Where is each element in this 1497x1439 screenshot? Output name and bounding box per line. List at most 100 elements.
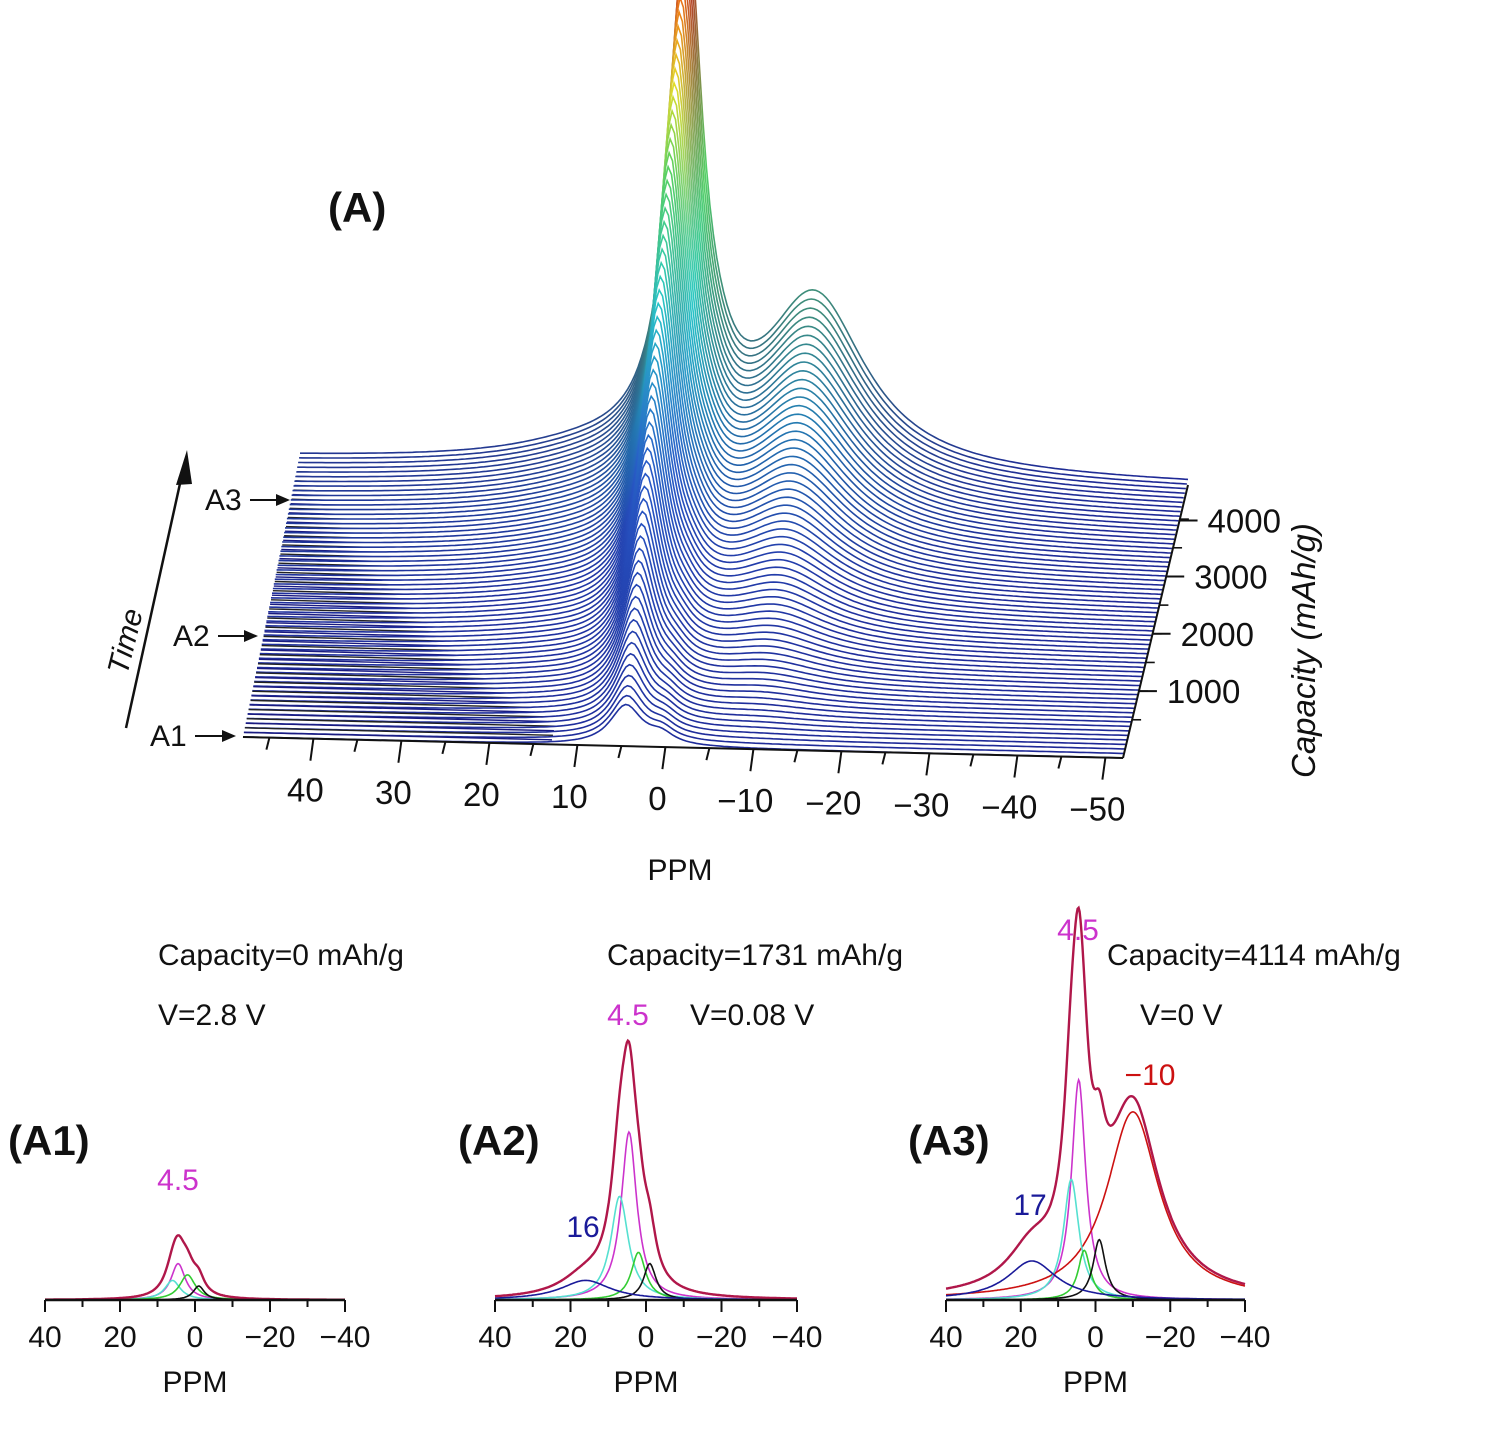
spectrum-baseline: [248, 708, 557, 718]
waterfall-tick: [749, 749, 755, 772]
spectrum-line: [279, 219, 1165, 582]
panel-a3: (A3) Capacity=4114 mAh/g V=0 V 40 20 0 −20 −40 P…: [908, 905, 1401, 1399]
waterfall-tick: [529, 743, 535, 757]
time-axis-label: Time: [102, 605, 150, 677]
spectrum-line: [262, 459, 1146, 664]
waterfall-tick: [617, 745, 623, 759]
waterfall-tick: [573, 744, 579, 768]
peak-annotation: 4.5: [1057, 914, 1099, 947]
spectrum-line: [265, 420, 1149, 650]
spectrum-line: [267, 394, 1151, 641]
sub-tick-label: 20: [103, 1321, 136, 1354]
spectrum-baseline: [244, 727, 553, 736]
spectrum-line: [288, 80, 1176, 536]
spectrum-line: [251, 607, 1133, 719]
peak-annotation: 17: [1013, 1189, 1046, 1222]
panel-label: (A1): [8, 1117, 90, 1164]
waterfall-tick: [969, 754, 975, 767]
waterfall-tick-label: 20: [463, 776, 500, 813]
spectrum-line: [289, 65, 1177, 531]
fit-envelope: [494, 1038, 797, 1300]
spectrum-line: [255, 559, 1137, 700]
sub-tick-label: −40: [1220, 1321, 1271, 1354]
waterfall-tick: [1057, 756, 1063, 769]
waterfall-tick: [265, 737, 271, 750]
sub-tick-label: 40: [478, 1321, 511, 1354]
peak-annotation: 4.5: [607, 999, 649, 1032]
spectrum-line: [275, 274, 1161, 600]
time-arrow-head: [176, 450, 192, 485]
fit-envelope: [945, 905, 1246, 1290]
spectrum-line: [252, 595, 1134, 714]
spectrum-line: [278, 233, 1164, 586]
waterfall-tick-label: −10: [717, 782, 773, 819]
spectrum-line: [269, 368, 1153, 632]
spectrum-line: [259, 497, 1143, 678]
sub-axis-title: PPM: [1063, 1366, 1128, 1399]
waterfall-x-axis-title: PPM: [647, 854, 712, 887]
spectrum-line: [274, 288, 1160, 605]
spectrum-line: [280, 205, 1166, 577]
spectrum-line: [254, 571, 1136, 705]
spectrum-line: [256, 547, 1138, 696]
peak-annotation: −10: [1125, 1059, 1176, 1092]
spectrum-line: [272, 328, 1157, 618]
waterfall-tick: [353, 739, 359, 752]
spectrum-line: [250, 618, 1132, 723]
waterfall-tick: [881, 752, 887, 765]
waterfall-tick: [1013, 755, 1019, 778]
spectrum-baseline: [246, 718, 555, 727]
spectrum-line: [293, 8, 1181, 513]
waterfall-tick-label: −40: [981, 788, 1037, 825]
spectrum-marker-a2: A2: [173, 620, 258, 653]
waterfall-tick-label: −30: [893, 786, 949, 823]
sub-tick-label: 20: [1004, 1321, 1037, 1354]
spectrum-line: [248, 641, 1130, 732]
sub-tick-label: 20: [554, 1321, 587, 1354]
spectrum-baseline: [247, 713, 556, 723]
marker-a2-label: A2: [173, 620, 210, 653]
spectrum-line: [270, 341, 1156, 623]
spectrum-line: [263, 446, 1147, 660]
capacity-tick-label: 2000: [1181, 616, 1254, 653]
capacity-axis-label: Capacity (mAh/g): [1285, 523, 1322, 778]
spectrum-line: [291, 37, 1179, 522]
fit-component: [45, 1262, 345, 1301]
spectrum-line: [286, 108, 1174, 545]
spectrum-line: [296, 0, 1184, 499]
spectrum-marker-a1: A1: [150, 720, 236, 753]
spectrum-line: [261, 472, 1145, 669]
voltage-text: V=0 V: [1140, 999, 1223, 1032]
spectrum-line: [282, 178, 1168, 568]
capacity-axis-line: [1122, 484, 1189, 759]
sub-tick-label: 40: [28, 1321, 61, 1354]
capacity-axis: 1000 2000 3000 4000: [1122, 484, 1281, 759]
capacity-tick-label: 1000: [1167, 673, 1240, 710]
spectrum-line: [277, 247, 1163, 591]
spectrum-baseline: [250, 699, 559, 709]
spectrum-line: [297, 0, 1185, 494]
sub-tick-label: 40: [929, 1321, 962, 1354]
spectrum-line: [283, 164, 1169, 563]
panel-a: (A) 40 30 20 10 0 −10 −20 −30 −40 −50 PPM Time A3…: [102, 0, 1322, 887]
spectrum-line: [253, 583, 1135, 710]
fit-component: [494, 1195, 797, 1301]
sub-axis-title: PPM: [613, 1366, 678, 1399]
waterfall-tick-label: 40: [287, 772, 324, 809]
spectrum-line: [268, 381, 1152, 637]
spectrum-line: [246, 663, 1128, 741]
sub-tick-label: 0: [1087, 1321, 1104, 1354]
waterfall-tick-label: −20: [805, 784, 861, 821]
spectrum-baseline: [245, 722, 554, 732]
capacity-tick-label: 3000: [1194, 558, 1267, 595]
spectrum-baseline: [249, 704, 558, 714]
spectrum-line: [270, 355, 1154, 628]
voltage-text: V=0.08 V: [690, 999, 814, 1032]
panel-a1: (A1) Capacity=0 mAh/g V=2.8 V 40 20 0 −20 −40 PP…: [8, 939, 404, 1399]
waterfall-tick: [793, 749, 799, 763]
marker-a3-label: A3: [205, 484, 242, 517]
spectrum-baseline: [243, 731, 552, 741]
capacity-text: Capacity=4114 mAh/g: [1107, 939, 1401, 972]
sub-tick-label: 0: [187, 1321, 204, 1354]
